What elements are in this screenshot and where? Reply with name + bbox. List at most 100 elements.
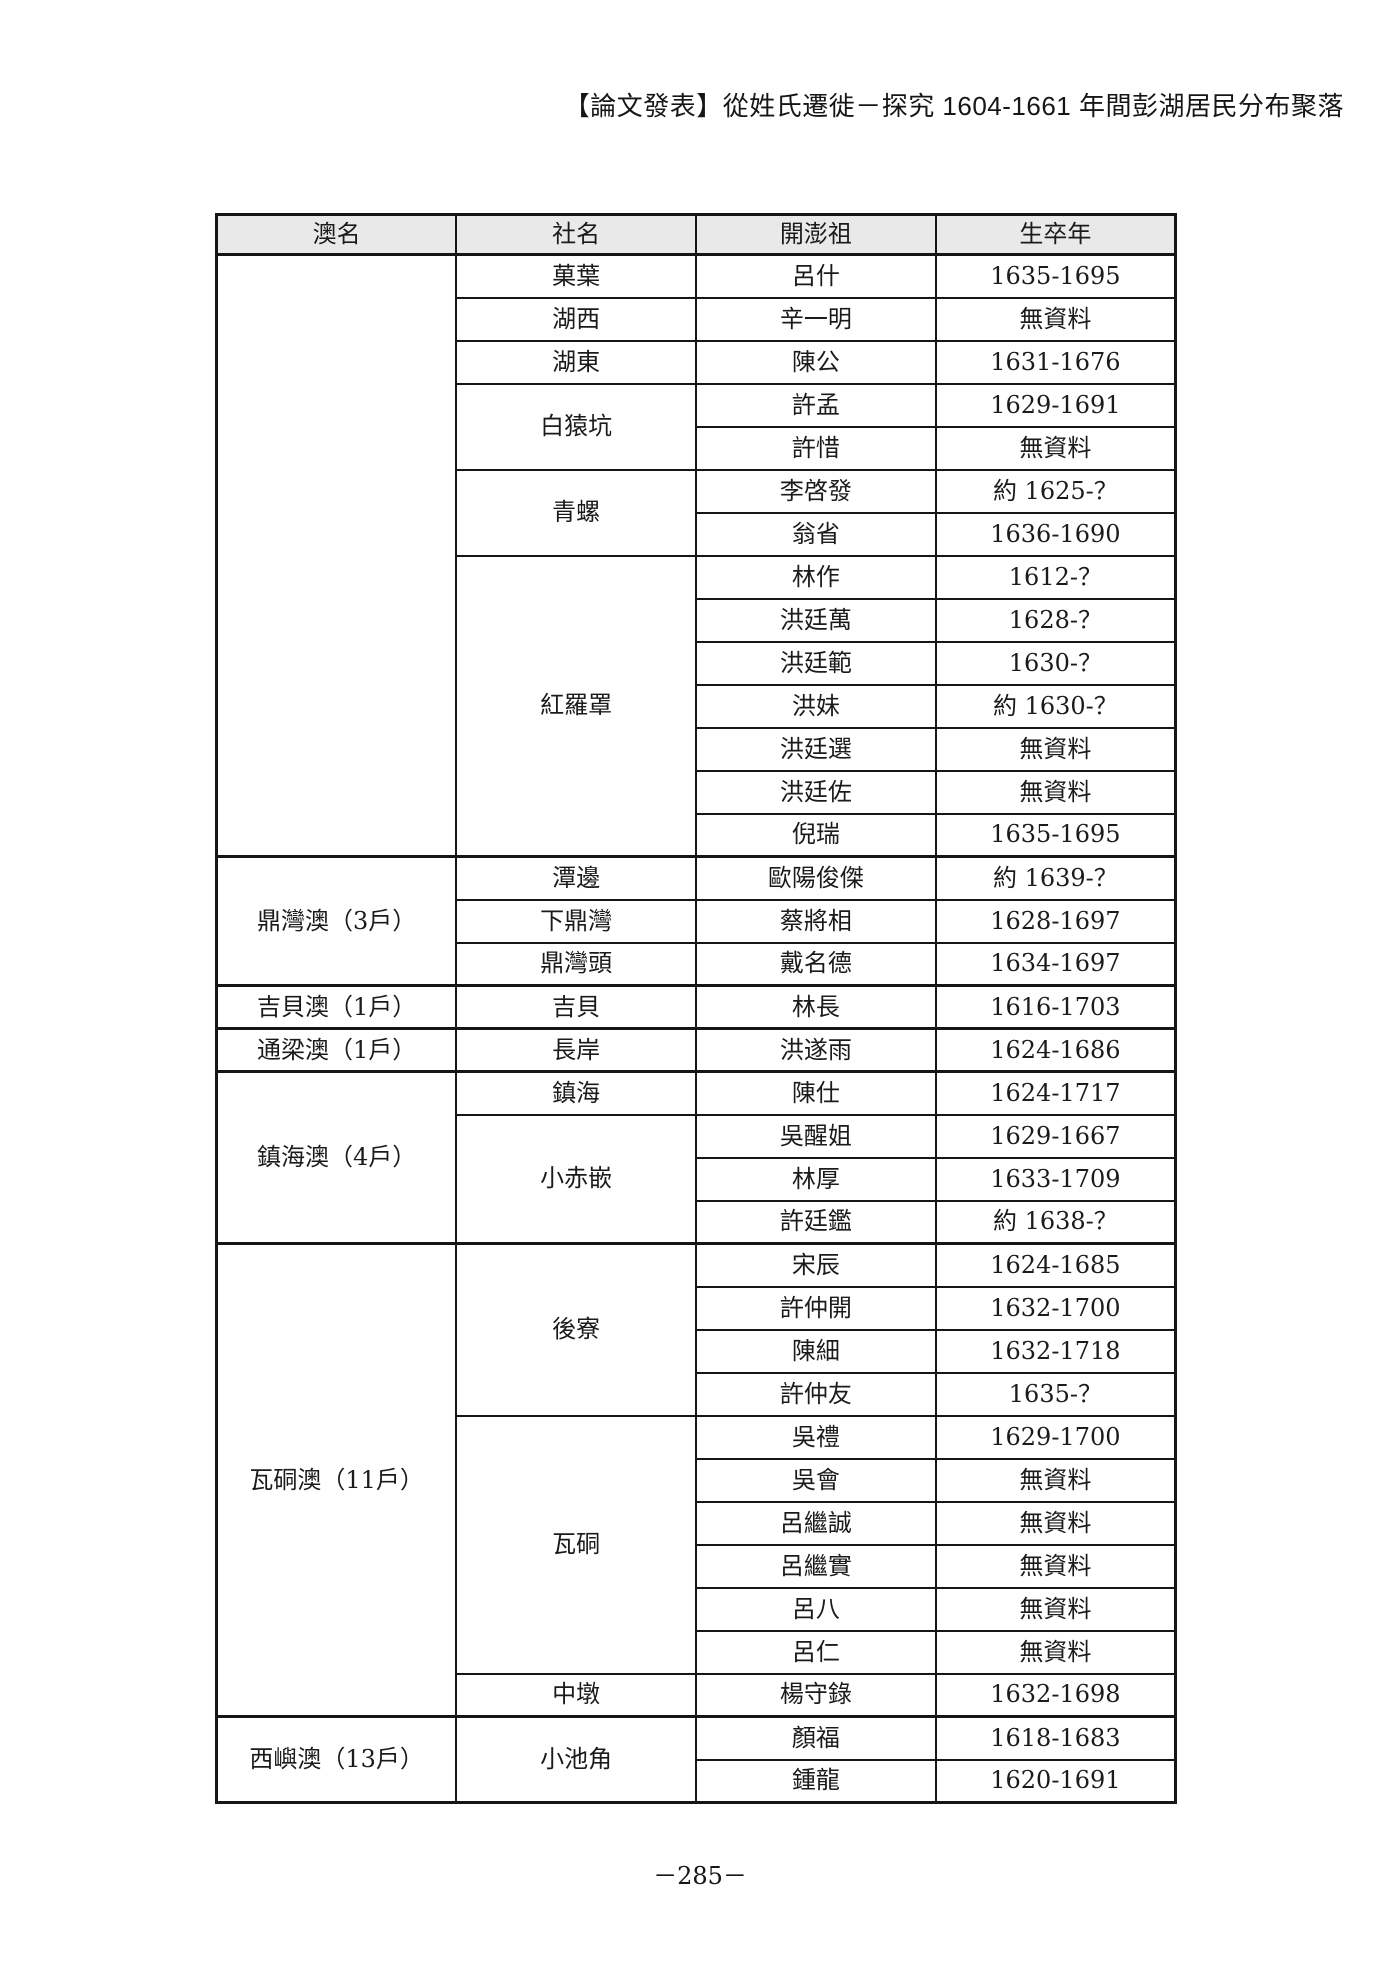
table-row: 呂仁 無資料 [217,1629,1177,1675]
years-cell: 1624-1717 [934,1070,1177,1116]
founder-cell: 吳醒姐 [695,1113,937,1159]
village-cell: 中墩 [455,1672,697,1718]
founder-cell: 呂八 [695,1586,937,1632]
table-row: 林厚 1633-1709 [217,1156,1177,1202]
founder-cell: 吳會 [695,1457,937,1503]
founder-cell: 林作 [695,554,937,600]
table-row: 鼎灣澳（3戶） 潭邊 歐陽俊傑約 1639-？ [215,855,1177,987]
founder-cell: 許仲友 [695,1371,937,1417]
founder-cell: 洪廷佐 [695,769,937,815]
settlement-table-header: 澳名 社名 開澎祖 生卒年 [215,213,1177,256]
table-row: 許仲開 1632-1700 [217,1285,1177,1331]
column-header: 社名 [455,213,697,256]
founder-cell: 陳細 [695,1328,937,1374]
years-cell: 無資料 [934,1586,1177,1632]
founder-cell: 楊守錄 [695,1672,937,1718]
bay-cell [215,253,458,858]
founder-cell: 林長 [695,984,937,1030]
table-row: 洪廷範 1630-？ [217,640,1177,686]
founder-cell: 陳公 [695,339,937,385]
village-cell: 鎮海 [455,1070,697,1116]
founder-cell: 呂什 [695,253,937,299]
table-row: 湖西 辛一明 無資料 [217,296,1177,342]
founder-cell: 洪妹 [695,683,937,729]
village-cell: 長岸 [455,1027,697,1073]
village-cell: 湖西 [455,296,697,342]
table-row: 呂八 無資料 [217,1586,1177,1632]
bay-cell: 通梁澳（1戶） [215,1027,458,1073]
founder-cell: 許孟 [695,382,937,428]
column-header: 澳名 [215,213,458,256]
village-cell: 白猿坑 [455,382,697,471]
years-cell: 無資料 [934,425,1177,471]
village-cell: 瓦硐 [455,1414,697,1675]
village-cell: 小赤嵌 [455,1113,697,1245]
table-row: 通梁澳（1戶） 長岸 洪遂雨 1624-1686 [215,1027,1177,1073]
years-cell: 無資料 [934,769,1177,815]
founder-cell: 辛一明 [695,296,937,342]
village-cell: 菓葉 [455,253,697,299]
years-cell: 1635-1695 [934,812,1177,858]
years-cell: 1628-？ [934,597,1177,643]
years-cell: 1616-1703 [934,984,1177,1030]
bay-cell: 鼎灣澳（3戶） [215,855,458,987]
village-cell: 青螺 [455,468,697,557]
table-row: 許惜 無資料 [217,425,1177,471]
years-cell: 1629-1691 [934,382,1177,428]
years-cell: 無資料 [934,1543,1177,1589]
column-header: 開澎祖 [695,213,937,256]
founder-cell: 洪廷選 [695,726,937,772]
table-row: 洪廷選 無資料 [217,726,1177,772]
years-cell: 約 1638-？ [934,1199,1177,1245]
founder-cell: 林厚 [695,1156,937,1202]
founder-cell: 倪瑞 [695,812,937,858]
village-cell: 下鼎灣 [455,898,697,944]
table-row: 許仲友 1635-？ [217,1371,1177,1417]
years-cell: 1632-1700 [934,1285,1177,1331]
founder-cell: 洪廷範 [695,640,937,686]
founder-cell: 洪遂雨 [695,1027,937,1073]
table-row: 紅羅罩 林作 1612-？ [217,554,1177,858]
table-row: 翁省 1636-1690 [217,511,1177,557]
years-cell: 1620-1691 [934,1758,1177,1804]
village-cell: 後寮 [455,1242,697,1417]
table-row: 呂繼誠 無資料 [217,1500,1177,1546]
table-row: 西嶼澳（13戶） 小池角 顏福 1618-1683 [215,1715,1177,1804]
bay-cell: 鎮海澳（4戶） [215,1070,458,1245]
founder-cell: 陳仕 [695,1070,937,1116]
table-row: 鎮海澳（4戶） 鎮海 陳仕 1624-1717 [215,1070,1177,1245]
years-cell: 1612-？ [934,554,1177,600]
founder-cell: 呂繼實 [695,1543,937,1589]
years-cell: 1624-1686 [934,1027,1177,1073]
page-number: －285－ [653,1862,747,1890]
column-header: 生卒年 [934,213,1177,256]
table-row: 鍾龍 1620-1691 [217,1758,1177,1804]
founder-cell: 李啓發 [695,468,937,514]
settlement-table-body: 菓葉 呂什 1635-1695 湖西 辛一明 無資料 湖東 陳公 1631-1676 白猿坑 許孟 1… [215,253,1177,1804]
village-cell: 紅羅罩 [455,554,697,858]
years-cell: 無資料 [934,296,1177,342]
bay-cell: 吉貝澳（1戶） [215,984,458,1030]
village-cell: 湖東 [455,339,697,385]
table-row: 呂繼實 無資料 [217,1543,1177,1589]
years-cell: 約 1630-？ [934,683,1177,729]
founder-cell: 洪廷萬 [695,597,937,643]
table-row: 洪妹約 1630-？ [217,683,1177,729]
years-cell: 1618-1683 [934,1715,1177,1761]
village-cell: 鼎灣頭 [455,941,697,987]
years-cell: 約 1639-？ [934,855,1177,901]
founder-cell: 呂繼誠 [695,1500,937,1546]
years-cell: 1629-1667 [934,1113,1177,1159]
founder-cell: 許惜 [695,425,937,471]
table-row: 陳細 1632-1718 [217,1328,1177,1374]
founder-cell: 宋辰 [695,1242,937,1288]
years-cell: 1628-1697 [934,898,1177,944]
years-cell: 1634-1697 [934,941,1177,987]
founder-cell: 顏福 [695,1715,937,1761]
founder-cell: 許仲開 [695,1285,937,1331]
table-row: 小赤嵌 吳醒姐 1629-1667 [217,1113,1177,1245]
founder-cell: 呂仁 [695,1629,937,1675]
table-row: 瓦硐澳（11戶） 後寮 宋辰 1624-1685 [215,1242,1177,1718]
table-row: 鼎灣頭 戴名德 1634-1697 [217,941,1177,987]
years-cell: 1635-？ [934,1371,1177,1417]
